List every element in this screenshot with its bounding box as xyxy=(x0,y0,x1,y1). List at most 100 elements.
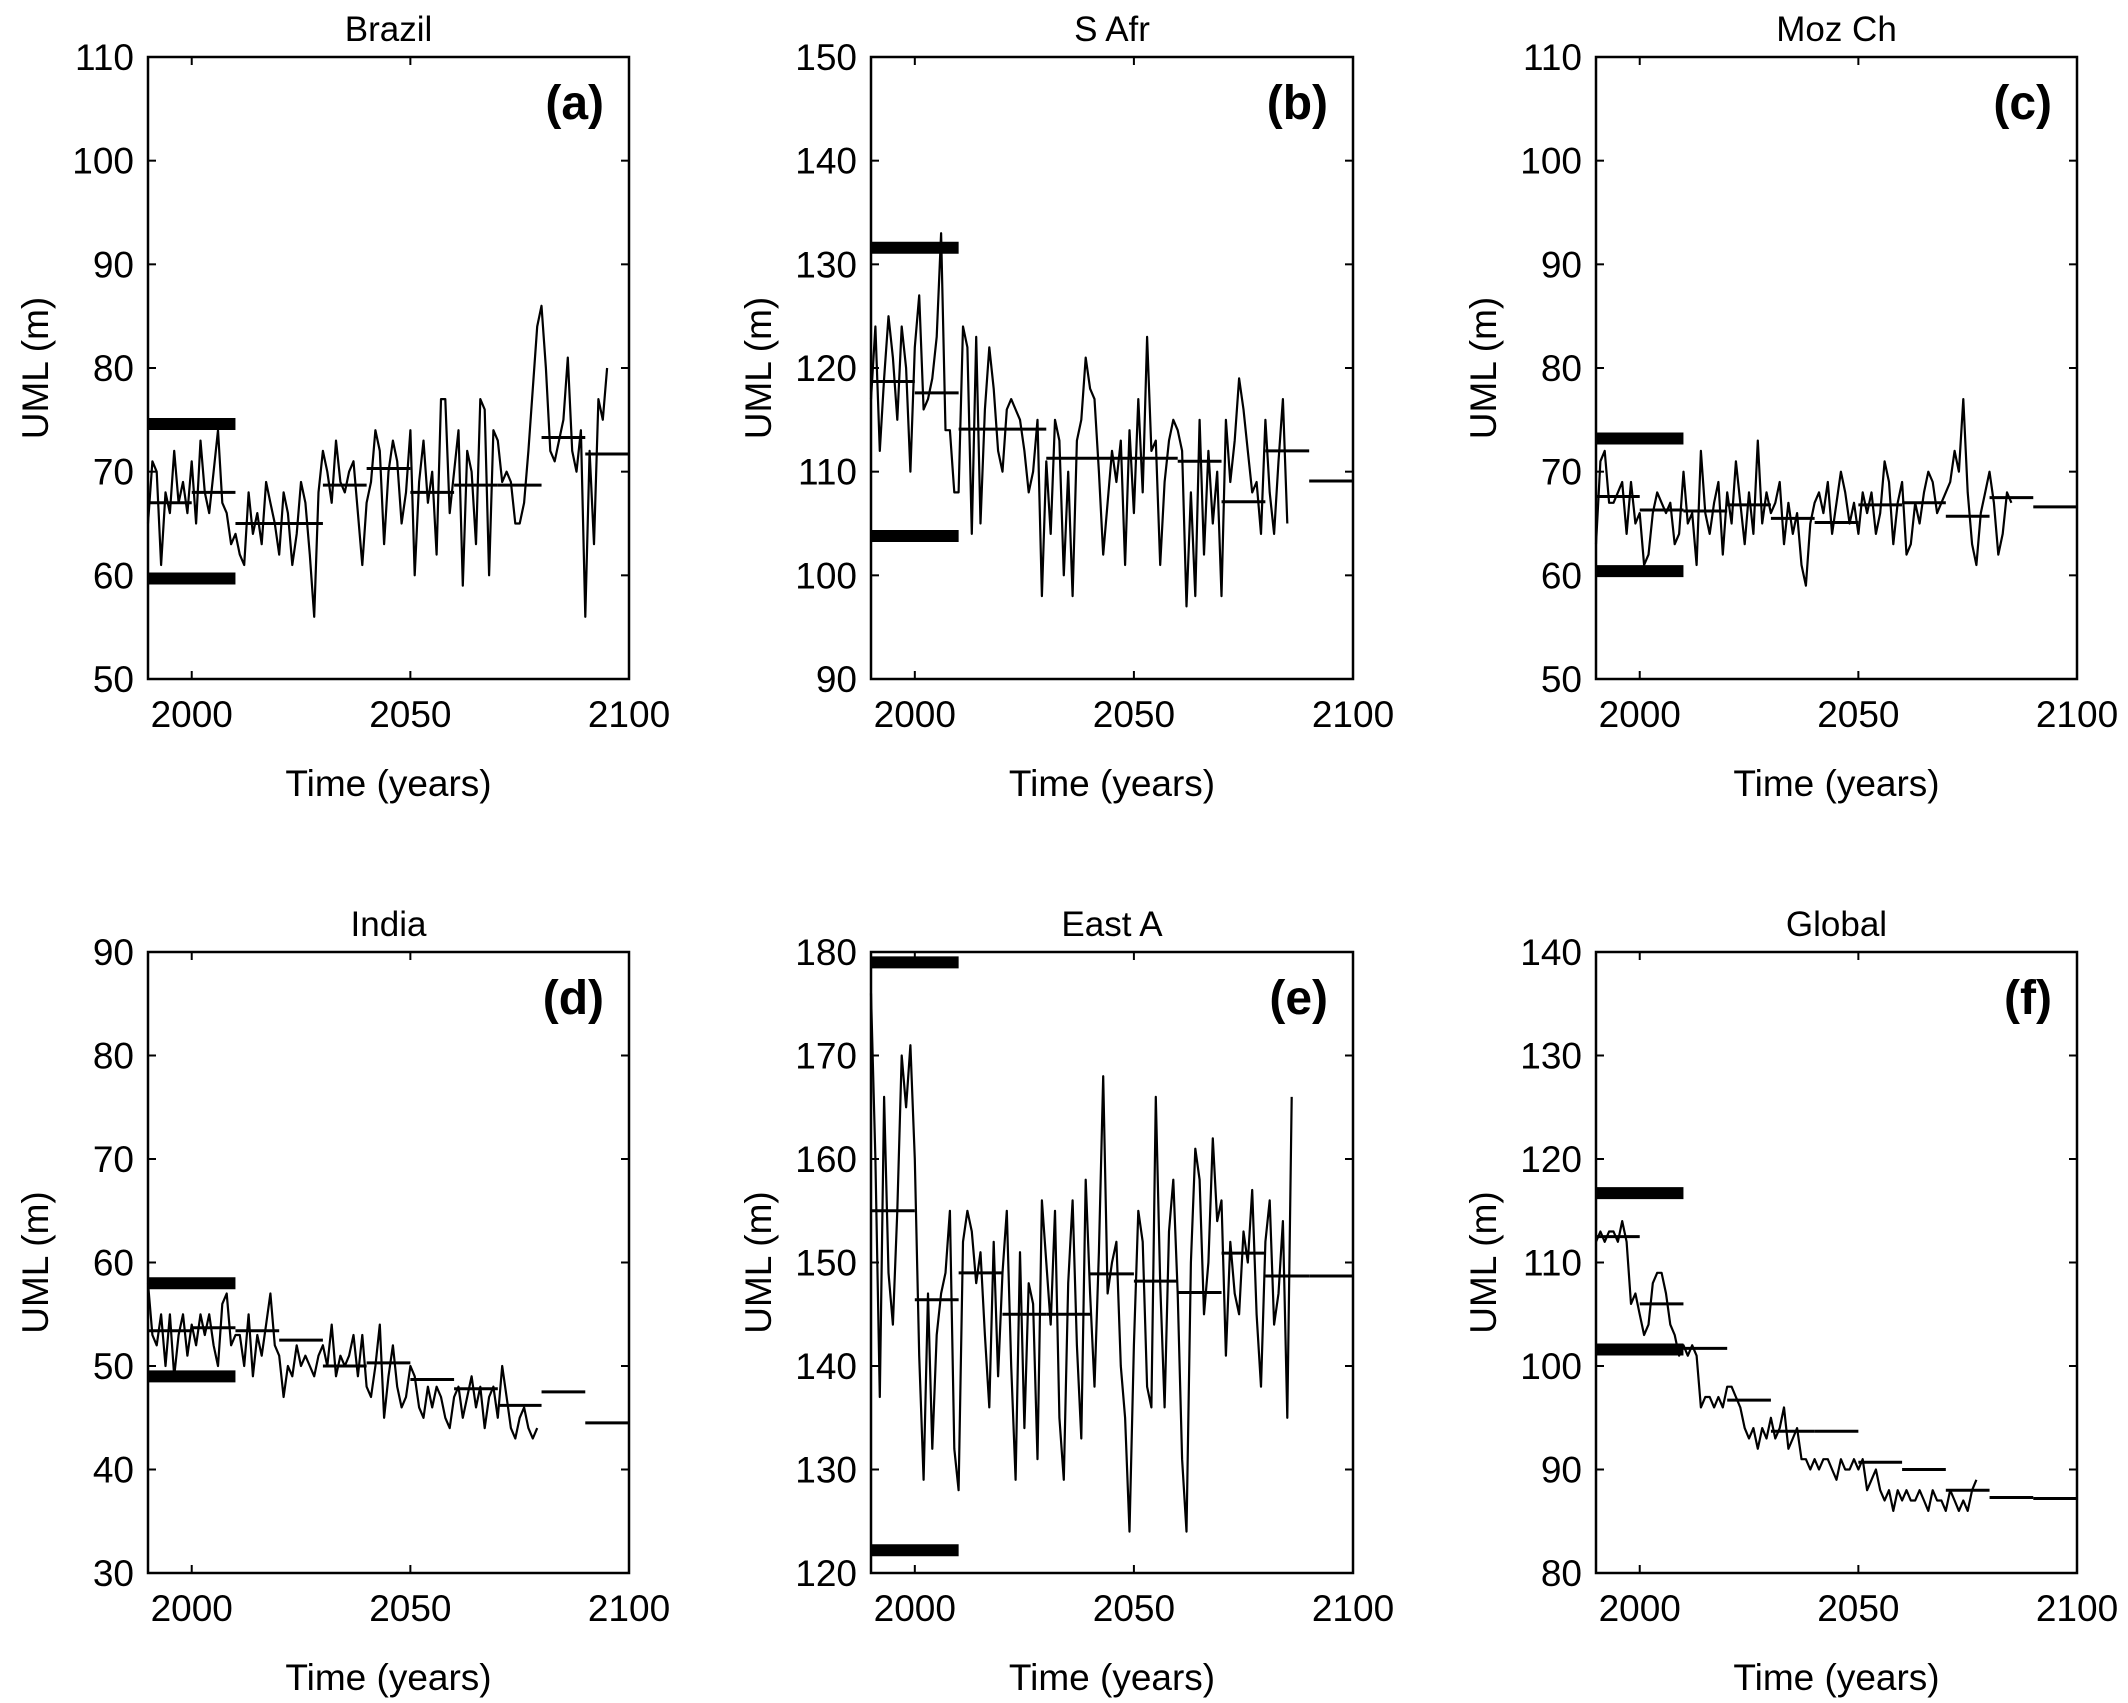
panel-3: 50 60 70 80 90 100 110 2000 2050 2100 Moz Ch Time (… xyxy=(1463,10,2118,804)
y-tick-label: 70 xyxy=(1541,452,1582,493)
panel-label: (f) xyxy=(2004,972,2052,1025)
y-tick-label: 140 xyxy=(1520,932,1582,973)
x-tick-label: 2000 xyxy=(1599,1588,1681,1629)
y-tick-label: 150 xyxy=(795,1243,857,1284)
y-tick-label: 120 xyxy=(795,348,857,389)
x-tick-label: 2100 xyxy=(588,694,670,735)
x-tick-label: 2050 xyxy=(369,694,451,735)
y-tick-label: 100 xyxy=(1520,141,1582,182)
x-axis-label: Time (years) xyxy=(1009,763,1215,804)
y-axis-label: UML (m) xyxy=(738,297,779,440)
y-axis-label: UML (m) xyxy=(15,1191,56,1334)
y-tick-label: 80 xyxy=(1541,348,1582,389)
y-axis-label: UML (m) xyxy=(738,1191,779,1334)
series-line xyxy=(1594,1219,1978,1513)
x-tick-label: 2050 xyxy=(1093,694,1175,735)
panel-label: (c) xyxy=(1993,77,2052,130)
y-tick-label: 140 xyxy=(795,141,857,182)
y-tick-label: 130 xyxy=(1520,1036,1582,1077)
series-line xyxy=(1594,398,2013,587)
panel-4: 30 40 50 60 70 80 90 2000 2050 2100 India Time (yea… xyxy=(15,905,670,1698)
y-tick-label: 110 xyxy=(798,452,857,493)
series-line xyxy=(146,304,609,618)
y-tick-label: 70 xyxy=(93,1139,134,1180)
y-tick-label: 100 xyxy=(1520,1346,1582,1387)
panel-title: Brazil xyxy=(345,10,433,49)
y-tick-label: 80 xyxy=(93,348,134,389)
panel-label: (e) xyxy=(1269,972,1328,1025)
y-axis-label: UML (m) xyxy=(1463,297,1504,440)
axes-frame xyxy=(146,950,631,1575)
y-tick-label: 150 xyxy=(795,37,857,78)
y-tick-label: 90 xyxy=(816,659,857,700)
y-tick-label: 100 xyxy=(795,555,857,596)
x-axis-label: Time (years) xyxy=(1009,1657,1215,1698)
y-tick-label: 110 xyxy=(1523,1243,1582,1284)
series-line xyxy=(869,232,1289,608)
panel-label: (b) xyxy=(1267,77,1328,130)
panel-2: 90 100 110 120 130 140 150 2000 2050 2100 S Afr Tim… xyxy=(738,10,1394,804)
x-tick-label: 2100 xyxy=(588,1588,670,1629)
y-tick-label: 40 xyxy=(93,1450,134,1491)
x-tick-label: 2050 xyxy=(369,1588,451,1629)
y-tick-label: 50 xyxy=(1541,659,1582,700)
y-tick-label: 50 xyxy=(93,1346,134,1387)
x-tick-label: 2000 xyxy=(1599,694,1681,735)
y-tick-label: 140 xyxy=(795,1346,857,1387)
x-tick-label: 2000 xyxy=(151,694,233,735)
y-tick-label: 130 xyxy=(795,244,857,285)
x-tick-label: 2050 xyxy=(1817,1588,1899,1629)
x-tick-label: 2000 xyxy=(874,1588,956,1629)
y-tick-label: 60 xyxy=(93,555,134,596)
panel-title: S Afr xyxy=(1074,10,1150,49)
x-axis-label: Time (years) xyxy=(1733,1657,1939,1698)
panel-1: 50 60 70 80 90 100 110 2000 2050 2100 Brazil Time (… xyxy=(15,10,670,804)
x-tick-label: 2100 xyxy=(1312,1588,1394,1629)
y-tick-label: 160 xyxy=(795,1139,857,1180)
panel-title: Moz Ch xyxy=(1776,10,1897,49)
x-tick-label: 2100 xyxy=(1312,694,1394,735)
y-tick-label: 30 xyxy=(93,1553,134,1594)
y-tick-label: 80 xyxy=(1541,1553,1582,1594)
y-tick-label: 90 xyxy=(1541,244,1582,285)
x-axis-label: Time (years) xyxy=(285,763,491,804)
y-tick-label: 110 xyxy=(1523,37,1582,78)
panel-title: East A xyxy=(1061,905,1163,944)
panel-6: 80 90 100 110 120 130 140 2000 2050 2100 Global Tim… xyxy=(1463,905,2118,1698)
panel-title: India xyxy=(351,905,427,944)
y-axis-label: UML (m) xyxy=(15,297,56,440)
x-tick-label: 2100 xyxy=(2036,1588,2118,1629)
series-line xyxy=(146,1283,539,1440)
y-tick-label: 60 xyxy=(93,1243,134,1284)
panel-label: (d) xyxy=(543,972,604,1025)
y-tick-label: 100 xyxy=(72,141,134,182)
series-line xyxy=(869,993,1293,1533)
y-axis-label: UML (m) xyxy=(1463,1191,1504,1334)
panel-title: Global xyxy=(1786,905,1887,944)
y-tick-label: 90 xyxy=(1541,1450,1582,1491)
panel-5: 120 130 140 150 160 170 180 2000 2050 2100 East A T… xyxy=(738,905,1394,1698)
y-tick-label: 110 xyxy=(75,37,134,78)
y-tick-label: 170 xyxy=(795,1036,857,1077)
x-tick-label: 2000 xyxy=(874,694,956,735)
axes-frame xyxy=(1594,55,2079,681)
y-tick-label: 180 xyxy=(795,932,857,973)
y-tick-label: 90 xyxy=(93,244,134,285)
x-tick-label: 2100 xyxy=(2036,694,2118,735)
panel-label: (a) xyxy=(545,77,604,130)
y-tick-label: 120 xyxy=(1520,1139,1582,1180)
y-tick-label: 60 xyxy=(1541,555,1582,596)
x-tick-label: 2050 xyxy=(1817,694,1899,735)
y-tick-label: 80 xyxy=(93,1036,134,1077)
y-tick-label: 70 xyxy=(93,452,134,493)
x-tick-label: 2050 xyxy=(1093,1588,1175,1629)
x-axis-label: Time (years) xyxy=(285,1657,491,1698)
x-axis-label: Time (years) xyxy=(1733,763,1939,804)
axes-frame xyxy=(146,55,631,681)
y-tick-label: 130 xyxy=(795,1450,857,1491)
y-tick-label: 50 xyxy=(93,659,134,700)
y-tick-label: 120 xyxy=(795,1553,857,1594)
x-tick-label: 2000 xyxy=(151,1588,233,1629)
y-tick-label: 90 xyxy=(93,932,134,973)
